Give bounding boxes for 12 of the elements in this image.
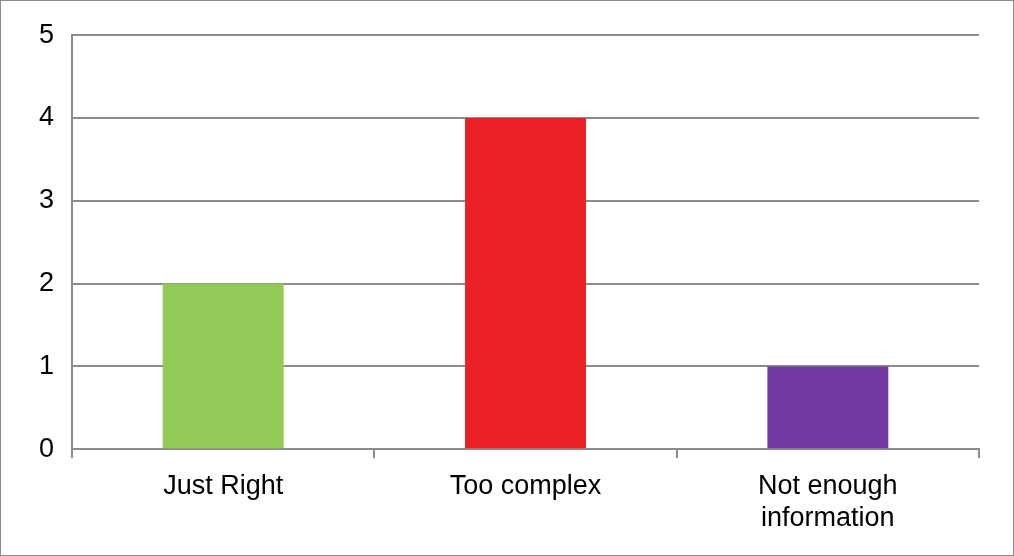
y-tick-label: 2 [38, 267, 55, 298]
x-tick-label: Too complex [449, 469, 602, 500]
bar [162, 283, 284, 449]
y-tick-label: 0 [38, 432, 55, 463]
bar [767, 366, 889, 449]
bar [465, 118, 586, 449]
x-tick-label: Just Right [163, 469, 284, 500]
y-tick-label: 5 [38, 18, 55, 49]
x-tick-label: Not enough information [758, 469, 898, 533]
y-tick-label: 3 [38, 184, 55, 215]
y-tick-label: 4 [38, 101, 55, 132]
y-tick-label: 1 [38, 349, 55, 380]
